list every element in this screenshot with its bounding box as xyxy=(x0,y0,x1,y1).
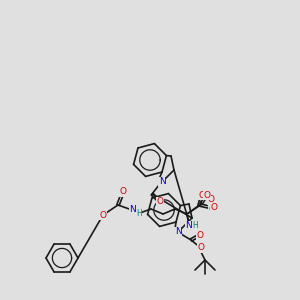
Text: O: O xyxy=(119,188,127,196)
Text: H: H xyxy=(136,208,142,217)
Text: O: O xyxy=(196,230,203,239)
Text: N: N xyxy=(175,227,182,236)
Text: O: O xyxy=(157,197,164,206)
Text: H: H xyxy=(192,221,198,230)
Text: O: O xyxy=(208,205,215,214)
Text: O: O xyxy=(211,202,218,211)
Text: O: O xyxy=(199,190,206,200)
Text: O: O xyxy=(208,196,214,205)
Text: N: N xyxy=(159,178,165,187)
Text: O: O xyxy=(100,211,106,220)
Text: N: N xyxy=(130,206,136,214)
Text: O: O xyxy=(203,190,211,200)
Text: O: O xyxy=(197,244,205,253)
Text: N: N xyxy=(186,221,192,230)
